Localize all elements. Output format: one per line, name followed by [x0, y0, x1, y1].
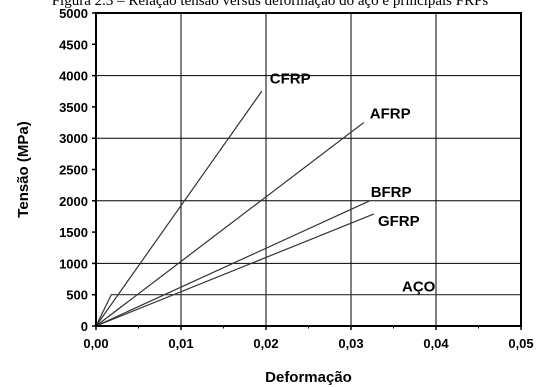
x-axis-title: Deformação: [265, 369, 352, 386]
axis-ticks: [92, 12, 522, 330]
y-tick-label: 1500: [59, 225, 88, 240]
y-axis-title: Tensão (MPa): [15, 121, 32, 217]
y-tick-label: 3000: [59, 131, 88, 146]
x-tick-label: 0,01: [168, 336, 193, 351]
plot-frame: [95, 12, 522, 327]
x-tick-label: 0,04: [423, 336, 449, 351]
x-tick-label: 0,00: [83, 336, 108, 351]
series-lines: [95, 90, 521, 327]
series-line-bfrp: [95, 200, 370, 327]
series-label-bfrp: BFRP: [371, 184, 412, 201]
figure-caption: Figura 2.3 – Relação tensão versus defor…: [52, 0, 489, 9]
y-tick-label: 2000: [59, 194, 88, 209]
series-line-aco: [95, 294, 521, 327]
y-tick-label: 4500: [59, 37, 88, 52]
grid-lines: [96, 13, 521, 326]
y-tick-label: 2500: [59, 163, 88, 178]
series-line-afrp: [95, 122, 365, 327]
series-line-cfrp: [95, 90, 263, 327]
series-label-afrp: AFRP: [370, 106, 411, 123]
y-tick-label: 1000: [59, 256, 88, 271]
y-tick-label: 3500: [59, 100, 88, 115]
series-line-gfrp: [95, 213, 375, 327]
tick-labels: 0 500 1000 1500 2000 2500 3000 3500 4000 4500 5000…: [59, 6, 534, 351]
series-labels: CFRP AFRP BFRP GFRP AÇO: [270, 70, 436, 295]
x-tick-label: 0,05: [508, 336, 533, 351]
series-label-aco: AÇO: [402, 279, 436, 296]
y-tick-label: 4000: [59, 69, 88, 84]
series-label-cfrp: CFRP: [270, 70, 311, 87]
series-label-gfrp: GFRP: [378, 213, 420, 230]
y-tick-label: 5000: [59, 6, 88, 21]
x-tick-label: 0,03: [338, 336, 363, 351]
y-tick-label: 500: [66, 288, 88, 303]
y-tick-label: 0: [81, 319, 88, 334]
x-tick-label: 0,02: [253, 336, 278, 351]
